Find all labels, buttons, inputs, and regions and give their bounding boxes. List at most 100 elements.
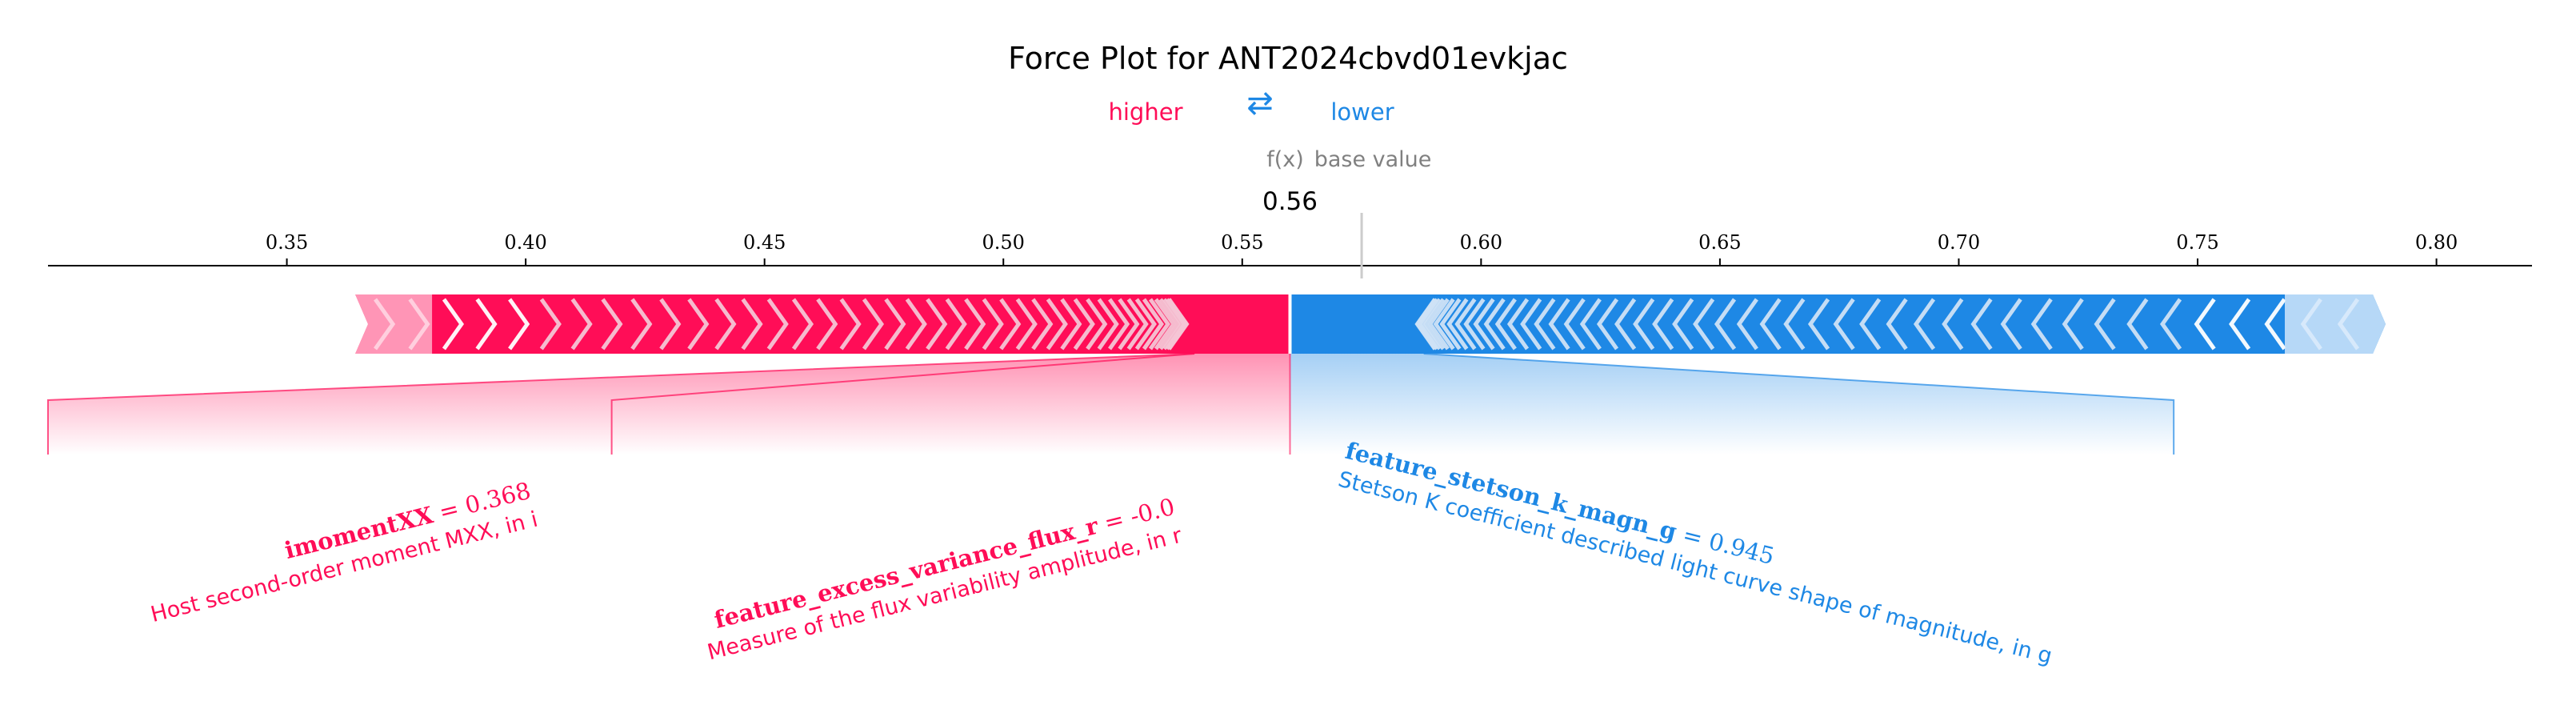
- x-tick-label: 0.60: [1460, 231, 1502, 254]
- positive-chevron: [539, 298, 562, 350]
- positive-chevron: [1073, 298, 1095, 350]
- force-bars: [355, 291, 2386, 357]
- positive-chevron: [630, 298, 653, 350]
- positive-chevron: [1097, 298, 1119, 350]
- legend-lower: lower: [1330, 98, 1394, 126]
- positive-chevron: [884, 298, 906, 350]
- negative-chevron: [1759, 298, 1782, 350]
- negative-chevron: [1423, 298, 1446, 350]
- feature-description: Stetson K coefficient described light cu…: [1336, 467, 2055, 669]
- negative-chevron: [1534, 298, 1556, 350]
- x-tick-label: 0.55: [1221, 231, 1263, 254]
- chart-title: Force Plot for ANT2024cbvd01evkjac: [1008, 41, 1568, 76]
- negative-chevron: [1652, 298, 1674, 350]
- positive-chevron: [714, 298, 737, 350]
- positive-chevron: [1158, 298, 1181, 350]
- negative-fan: [1290, 354, 2174, 455]
- negative-chevron: [2030, 298, 2053, 350]
- negative-chevron: [1417, 298, 1439, 350]
- negative-tail: [2285, 294, 2386, 354]
- positive-chevron: [1134, 298, 1157, 350]
- negative-chevron: [1463, 298, 1486, 350]
- negative-chevron: [1439, 298, 1462, 350]
- legend-higher: higher: [1109, 98, 1183, 126]
- positive-chevron: [945, 298, 967, 350]
- negative-chevron: [1433, 298, 1455, 350]
- x-tick-label: 0.50: [982, 231, 1025, 254]
- legend-arrows-icon: ⇄: [1246, 85, 1274, 122]
- negative-chevron: [2194, 298, 2216, 350]
- positive-chevron: [475, 298, 498, 350]
- negative-chevron: [1833, 298, 1855, 350]
- negative-chevron: [1473, 298, 1495, 350]
- x-axis: 0.35 0.40 0.45 0.50 0.55 0.60 0.65 0.70 0.75 0.80: [48, 231, 2532, 266]
- negative-chevron: [2126, 298, 2149, 350]
- positive-chevron: [905, 298, 927, 350]
- negative-chevron: [1714, 298, 1737, 350]
- negative-chevron: [1548, 298, 1570, 350]
- negative-chevron: [1970, 298, 1993, 350]
- positive-chevron: [862, 298, 885, 350]
- output-fx-label: f(x): [1266, 147, 1304, 172]
- x-tick-label: 0.40: [504, 231, 546, 254]
- negative-chevron: [1563, 298, 1586, 350]
- positive-chevron: [1046, 298, 1068, 350]
- negative-chevron: [1942, 298, 1964, 350]
- positive-chevron: [839, 298, 862, 350]
- positive-chevron: [982, 298, 1004, 350]
- negative-chevron: [2000, 298, 2022, 350]
- negative-chevron: [1579, 298, 1602, 350]
- feature-callouts: [47, 353, 2175, 455]
- positive-chevron: [1060, 298, 1082, 350]
- base-value-label: base value: [1314, 147, 1432, 172]
- x-tick-label: 0.80: [2415, 231, 2458, 254]
- negative-chevron: [1693, 298, 1715, 350]
- positive-chevron: [508, 298, 530, 350]
- negative-chevron: [1596, 298, 1619, 350]
- positive-chevron: [1148, 298, 1171, 350]
- value-guides: 0.56 f(x) base value: [1262, 147, 1431, 278]
- positive-chevron: [741, 298, 763, 350]
- positive-chevron: [570, 298, 593, 350]
- feature-label-group: feature_stetson_k_magn_g = 0.945Stetson …: [1336, 437, 2055, 669]
- negative-chevron: [1419, 298, 1442, 350]
- negative-chevron: [1494, 298, 1517, 350]
- negative-chevron: [1427, 298, 1450, 350]
- negative-chevron: [1454, 298, 1477, 350]
- x-tick-label: 0.45: [743, 231, 786, 254]
- positive-chevron: [1015, 298, 1038, 350]
- positive-chevron: [816, 298, 838, 350]
- positive-chevron: [791, 298, 814, 350]
- negative-chevron: [1614, 298, 1637, 350]
- positive-tail: [355, 294, 433, 354]
- negative-chevron: [1736, 298, 1758, 350]
- positive-chevron: [766, 298, 789, 350]
- positive-chevron: [1154, 298, 1176, 350]
- positive-chevron: [1142, 298, 1165, 350]
- positive-chevron: [1108, 298, 1130, 350]
- negative-chevron: [1886, 298, 1908, 350]
- positive-chevron: [1118, 298, 1140, 350]
- negative-chevron: [1446, 298, 1469, 350]
- positive-chevron: [1165, 298, 1187, 350]
- negative-chevron: [1807, 298, 1830, 350]
- positive-chevron: [659, 298, 682, 350]
- x-tick-label: 0.35: [266, 231, 308, 254]
- negative-chevron: [1859, 298, 1882, 350]
- output-value-label: 0.56: [1262, 187, 1318, 216]
- positive-chevron: [601, 298, 623, 350]
- positive-fan: [48, 354, 1290, 455]
- negative-chevron: [2062, 298, 2084, 350]
- negative-chevron: [1483, 298, 1506, 350]
- negative-chevron: [2229, 298, 2251, 350]
- positive-chevron: [687, 298, 710, 350]
- negative-chevron: [1672, 298, 1694, 350]
- positive-chevron: [1126, 298, 1149, 350]
- positive-chevron: [926, 298, 948, 350]
- negative-chevron: [2094, 298, 2116, 350]
- positive-chevron: [999, 298, 1022, 350]
- negative-chevron: [2264, 298, 2286, 350]
